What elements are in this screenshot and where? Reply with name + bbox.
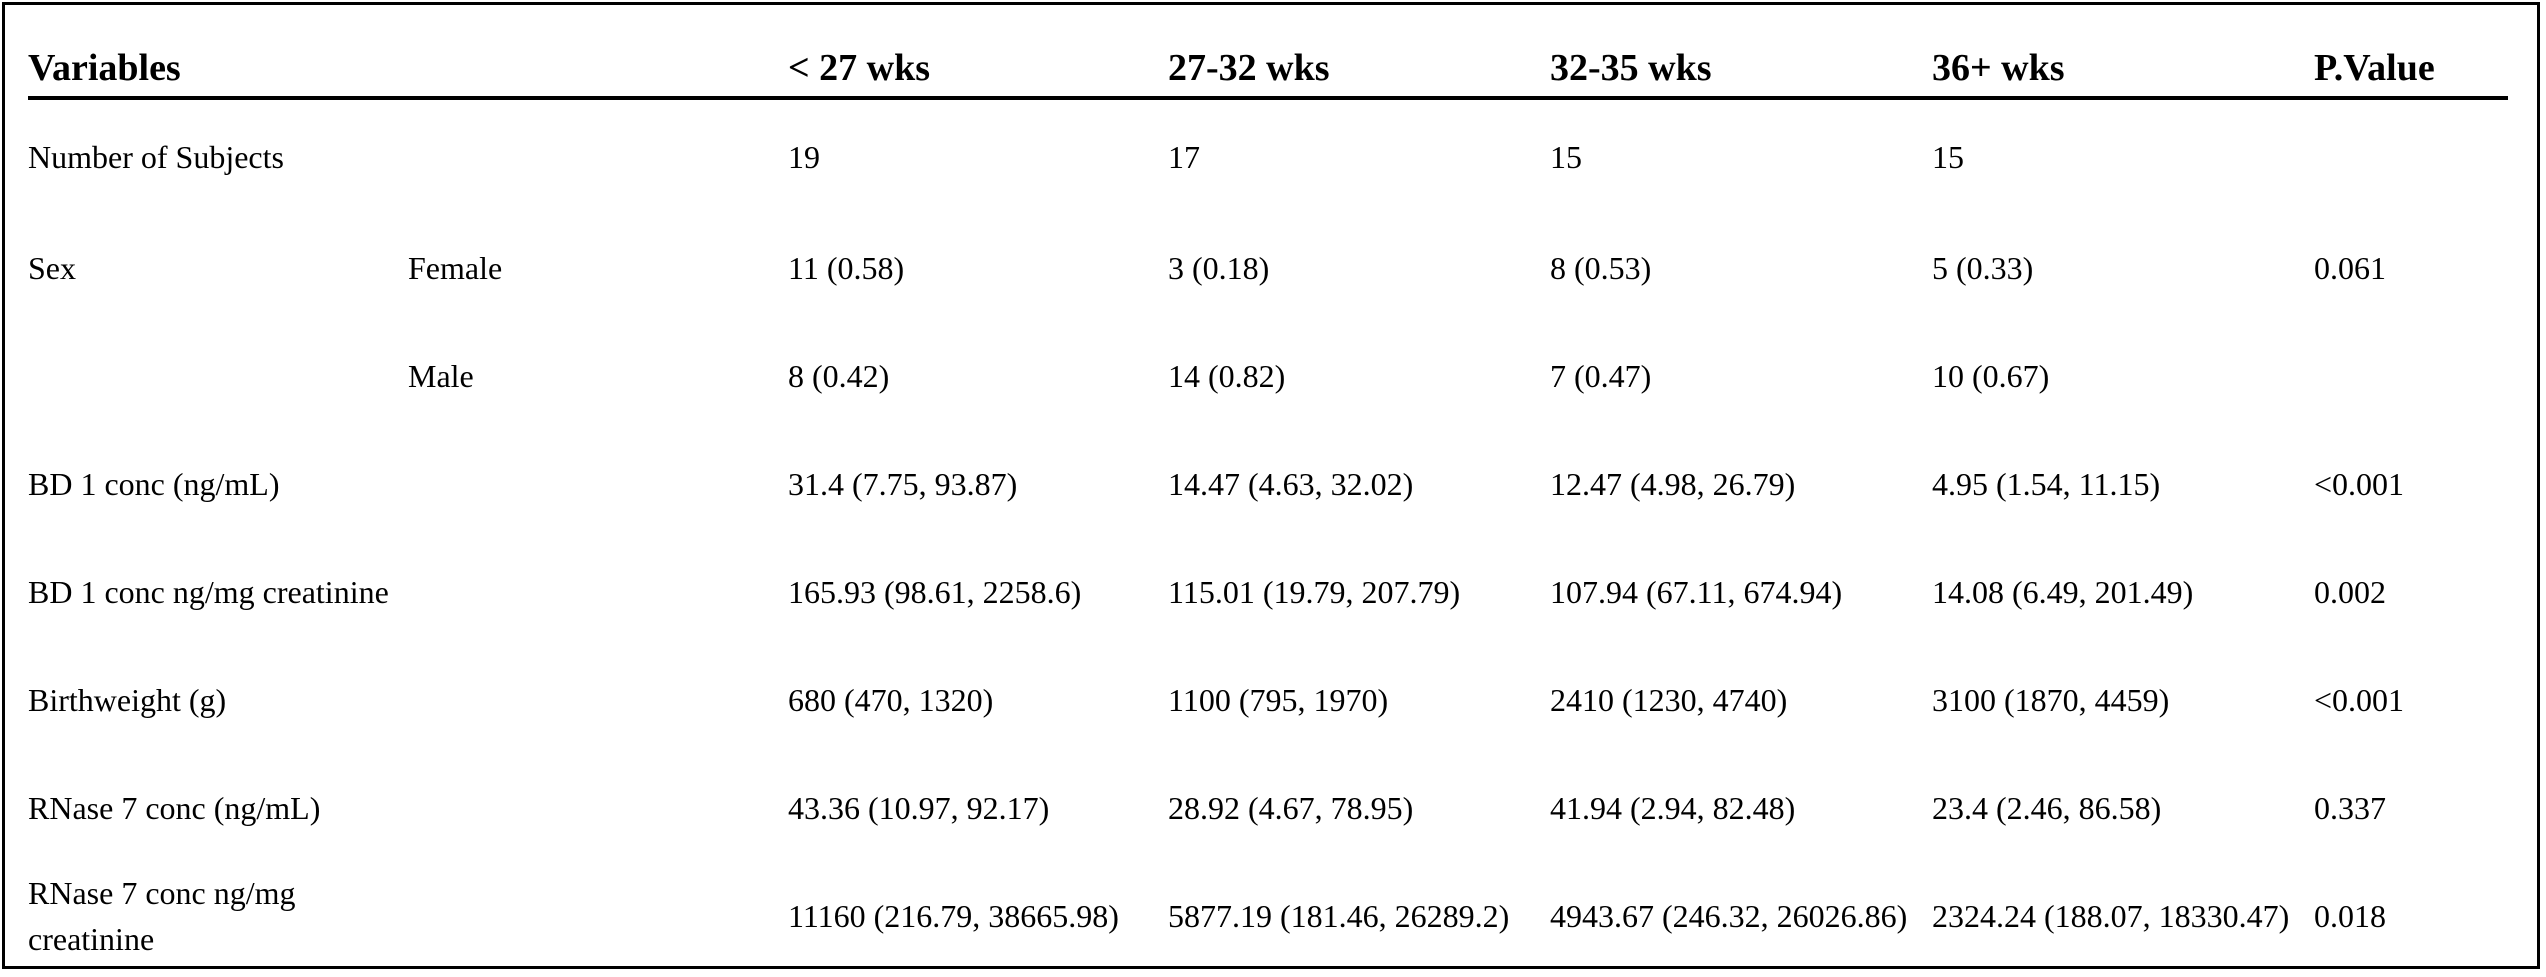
cell-subcategory	[408, 754, 788, 862]
cell-variable: RNase 7 conc ng/mg creatinine	[28, 875, 296, 957]
cell-under-27-wks: 680 (470, 1320)	[788, 682, 994, 718]
cell-subcategory: Female	[408, 250, 503, 286]
table-row: Birthweight (g) 680 (470, 1320) 1100 (79…	[28, 646, 2508, 754]
cell-p-value: <0.001	[2314, 466, 2405, 502]
header-variables: Variables	[28, 47, 181, 89]
cell-under-27-wks: 43.36 (10.97, 92.17)	[788, 790, 1050, 826]
header-27-32-wks: 27-32 wks	[1168, 47, 1330, 89]
header-32-35-wks: 32-35 wks	[1550, 47, 1712, 89]
cell-p-value: <0.001	[2314, 682, 2405, 718]
cell-variable: BD 1 conc ng/mg creatinine	[28, 574, 389, 610]
cell-p-value: 0.018	[2314, 898, 2386, 934]
cell-36-plus-wks: 5 (0.33)	[1932, 250, 2034, 286]
cell-subcategory	[408, 430, 788, 538]
cell-36-plus-wks: 3100 (1870, 4459)	[1932, 682, 2170, 718]
cell-under-27-wks: 19	[788, 139, 820, 175]
cell-32-35-wks: 107.94 (67.11, 674.94)	[1550, 574, 1843, 610]
header-row: Variables < 27 wks 27-32 wks 32-35 wks 3…	[28, 40, 2508, 98]
header-36-plus-wks: 36+ wks	[1932, 47, 2065, 89]
cell-36-plus-wks: 10 (0.67)	[1932, 358, 2050, 394]
cell-27-32-wks: 14.47 (4.63, 32.02)	[1168, 466, 1414, 502]
cell-under-27-wks: 165.93 (98.61, 2258.6)	[788, 574, 1082, 610]
cell-27-32-wks: 1100 (795, 1970)	[1168, 682, 1389, 718]
cell-subcategory	[408, 646, 788, 754]
cell-p-value: 0.337	[2314, 790, 2386, 826]
cell-p-value	[2314, 322, 2508, 430]
data-table: Variables < 27 wks 27-32 wks 32-35 wks 3…	[28, 40, 2508, 970]
cell-27-32-wks: 28.92 (4.67, 78.95)	[1168, 790, 1414, 826]
cell-27-32-wks: 3 (0.18)	[1168, 250, 1270, 286]
cell-p-value: 0.002	[2314, 574, 2386, 610]
cell-under-27-wks: 8 (0.42)	[788, 358, 890, 394]
table-row: Number of Subjects 19 17 15 15	[28, 98, 2508, 214]
cell-variable: RNase 7 conc (ng/mL)	[28, 790, 321, 826]
cell-32-35-wks: 2410 (1230, 4740)	[1550, 682, 1788, 718]
cell-subcategory: Male	[408, 358, 474, 394]
cell-under-27-wks: 11 (0.58)	[788, 250, 905, 286]
cell-36-plus-wks: 15	[1932, 139, 1964, 175]
cell-under-27-wks: 31.4 (7.75, 93.87)	[788, 466, 1018, 502]
table-row: Male 8 (0.42) 14 (0.82) 7 (0.47) 10 (0.6…	[28, 322, 2508, 430]
table-row: Sex Female 11 (0.58) 3 (0.18) 8 (0.53) 5…	[28, 214, 2508, 322]
table-row: BD 1 conc (ng/mL) 31.4 (7.75, 93.87) 14.…	[28, 430, 2508, 538]
cell-variable: Birthweight (g)	[28, 682, 227, 718]
cell-27-32-wks: 17	[1168, 139, 1200, 175]
cell-variable	[28, 322, 408, 430]
cell-36-plus-wks: 14.08 (6.49, 201.49)	[1932, 574, 2194, 610]
table-row: RNase 7 conc (ng/mL) 43.36 (10.97, 92.17…	[28, 754, 2508, 862]
cell-27-32-wks: 14 (0.82)	[1168, 358, 1286, 394]
cell-p-value: 0.061	[2314, 250, 2386, 286]
cell-32-35-wks: 7 (0.47)	[1550, 358, 1652, 394]
header-p-value: P.Value	[2314, 47, 2435, 89]
cell-subcategory	[408, 862, 788, 970]
cell-27-32-wks: 115.01 (19.79, 207.79)	[1168, 574, 1461, 610]
cell-variable: Sex	[28, 250, 76, 286]
cell-32-35-wks: 41.94 (2.94, 82.48)	[1550, 790, 1796, 826]
cell-subcategory	[408, 538, 788, 646]
cell-32-35-wks: 8 (0.53)	[1550, 250, 1652, 286]
cell-subcategory	[408, 98, 788, 214]
header-subcategory	[408, 40, 788, 98]
cell-variable: Number of Subjects	[28, 139, 284, 175]
cell-36-plus-wks: 2324.24 (188.07, 18330.47)	[1932, 898, 2290, 934]
cell-36-plus-wks: 23.4 (2.46, 86.58)	[1932, 790, 2162, 826]
table-row: BD 1 conc ng/mg creatinine 165.93 (98.61…	[28, 538, 2508, 646]
cell-32-35-wks: 4943.67 (246.32, 26026.86)	[1550, 898, 1908, 934]
cell-p-value	[2314, 98, 2508, 214]
cell-36-plus-wks: 4.95 (1.54, 11.15)	[1932, 466, 2161, 502]
cell-variable: BD 1 conc (ng/mL)	[28, 466, 280, 502]
table-row: RNase 7 conc ng/mg creatinine 11160 (216…	[28, 862, 2508, 970]
cell-32-35-wks: 12.47 (4.98, 26.79)	[1550, 466, 1796, 502]
cell-27-32-wks: 5877.19 (181.46, 26289.2)	[1168, 898, 1510, 934]
cell-32-35-wks: 15	[1550, 139, 1582, 175]
cell-under-27-wks: 11160 (216.79, 38665.98)	[788, 898, 1119, 934]
header-under-27-wks: < 27 wks	[788, 47, 931, 89]
